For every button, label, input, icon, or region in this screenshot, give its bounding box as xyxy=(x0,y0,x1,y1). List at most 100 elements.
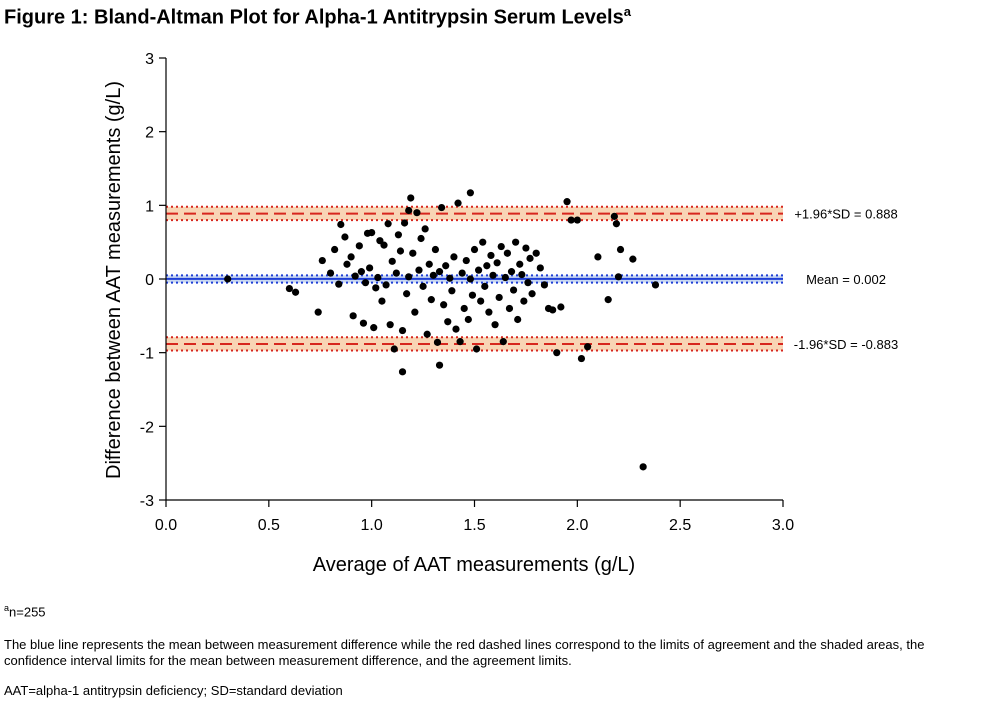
data-point xyxy=(431,245,440,254)
data-point xyxy=(398,368,407,376)
data-point xyxy=(405,273,413,281)
data-point xyxy=(485,308,493,316)
data-point xyxy=(444,318,452,326)
footnote-n-marker: a xyxy=(4,603,10,613)
footnote-description: The blue line represents the mean betwee… xyxy=(4,637,925,668)
data-point xyxy=(540,281,549,289)
data-point xyxy=(614,273,623,281)
data-point xyxy=(616,245,625,254)
data-point xyxy=(516,260,524,268)
data-point xyxy=(495,293,503,302)
y-tick-label: 0 xyxy=(145,272,154,289)
x-tick-label: 3.0 xyxy=(772,517,794,534)
data-point xyxy=(460,304,468,313)
x-tick-label: 2.5 xyxy=(669,517,691,534)
data-point xyxy=(536,264,544,272)
y-tick-label: -2 xyxy=(140,419,154,436)
data-point xyxy=(501,273,509,282)
data-point xyxy=(349,312,357,320)
data-point xyxy=(577,354,586,363)
data-point xyxy=(285,284,293,293)
data-point xyxy=(417,234,425,243)
y-tick-label: -1 xyxy=(140,346,154,363)
data-point xyxy=(524,279,532,287)
figure-title-text: Figure 1: Bland-Altman Plot for Alpha-1 … xyxy=(4,6,624,29)
data-point xyxy=(291,288,300,296)
footnote-n: an=255 xyxy=(4,600,46,620)
footnote-n-text: n=255 xyxy=(9,604,46,620)
data-point xyxy=(651,281,660,289)
data-point xyxy=(475,266,483,274)
data-point xyxy=(394,231,403,239)
data-point xyxy=(440,301,448,309)
data-point xyxy=(382,281,390,289)
x-tick-label: 2.0 xyxy=(566,517,588,534)
data-point xyxy=(351,272,359,280)
data-point xyxy=(462,256,470,265)
data-point xyxy=(563,198,571,206)
data-point xyxy=(507,268,516,276)
data-point xyxy=(405,206,413,215)
data-point xyxy=(411,308,419,316)
y-tick-label: -3 xyxy=(140,493,154,510)
data-point xyxy=(423,330,431,338)
data-point xyxy=(326,269,335,277)
footnote-abbreviations: AAT=alpha-1 antitrypsin deficiency; SD=s… xyxy=(4,683,343,698)
y-axis-label: Difference between AAT measurements (g/L… xyxy=(103,81,125,479)
data-point xyxy=(446,274,454,282)
data-point xyxy=(335,280,343,288)
data-point xyxy=(435,268,444,276)
data-point xyxy=(374,273,382,282)
data-point xyxy=(497,242,505,251)
data-point xyxy=(390,345,398,353)
data-point xyxy=(347,253,355,261)
data-point xyxy=(403,290,411,298)
mean-label: Mean = 0.002 xyxy=(806,272,886,287)
data-point xyxy=(386,321,394,329)
data-point xyxy=(343,260,351,268)
data-point xyxy=(388,257,396,265)
data-point xyxy=(456,338,464,346)
data-point xyxy=(370,324,378,332)
data-point xyxy=(594,253,602,261)
data-point xyxy=(522,244,530,252)
data-point xyxy=(341,233,349,241)
data-point xyxy=(584,343,592,351)
x-tick-label: 1.0 xyxy=(361,517,383,534)
data-point xyxy=(355,242,363,250)
data-point xyxy=(421,225,429,233)
data-point xyxy=(415,266,423,274)
data-point xyxy=(505,304,514,313)
data-point xyxy=(442,262,450,270)
data-point xyxy=(470,245,479,254)
data-point xyxy=(409,249,417,257)
data-point xyxy=(427,296,435,304)
data-point xyxy=(477,297,485,305)
data-point xyxy=(483,262,491,270)
data-point xyxy=(450,253,458,261)
data-point xyxy=(337,220,345,229)
data-point xyxy=(357,268,365,276)
data-point xyxy=(454,199,462,207)
data-point xyxy=(512,238,520,246)
data-point xyxy=(629,255,637,263)
data-point xyxy=(639,463,647,471)
data-point xyxy=(224,275,232,283)
x-tick-label: 1.5 xyxy=(463,517,485,534)
data-point xyxy=(604,296,612,304)
data-point xyxy=(557,303,565,311)
data-point xyxy=(380,241,388,249)
data-point xyxy=(448,287,456,295)
data-point xyxy=(437,203,446,212)
y-tick-label: 1 xyxy=(145,198,154,215)
data-point xyxy=(400,219,409,227)
data-point xyxy=(468,291,477,299)
data-point xyxy=(396,247,405,255)
data-point xyxy=(458,269,466,277)
data-point xyxy=(503,249,512,257)
data-point xyxy=(549,306,557,314)
data-point xyxy=(466,275,474,283)
x-tick-label: 0.0 xyxy=(155,517,177,534)
data-point xyxy=(479,238,487,246)
data-point xyxy=(532,249,540,257)
